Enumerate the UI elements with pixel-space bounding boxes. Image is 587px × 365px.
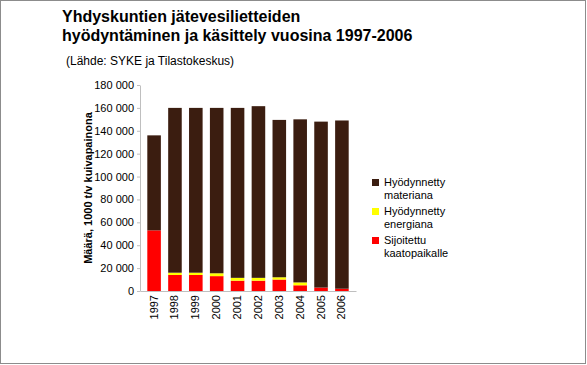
bar-segment [168, 273, 182, 275]
bar-segment [231, 281, 245, 291]
y-tick-mark [137, 291, 140, 292]
y-tick: 20 000 [100, 262, 140, 274]
bar-segment [293, 282, 307, 285]
bar-segment [231, 278, 245, 281]
bar-segment [168, 275, 182, 291]
bar-segment [252, 281, 266, 291]
bar-segment [293, 285, 307, 291]
bar-segment [210, 108, 224, 273]
y-tick-label: 140 000 [94, 125, 134, 137]
y-tick-label: 80 000 [100, 193, 134, 205]
x-tick: 2003 [273, 291, 285, 319]
legend-item: Hyödynnettymateriana [372, 176, 446, 201]
legend-label: Hyödynnettyenergiana [384, 205, 446, 230]
y-tick: 140 000 [94, 125, 140, 137]
bars [147, 106, 348, 291]
y-tick-mark [137, 199, 140, 200]
y-axis-line [140, 86, 141, 292]
y-axis-title: Määrä, 1000 t/v kuivapainona [82, 111, 94, 264]
y-tick: 100 000 [94, 171, 140, 183]
legend-label: Sijoitettukaatopaikalle [384, 234, 448, 259]
x-tick: 2000 [210, 291, 222, 319]
y-tick: 120 000 [94, 148, 140, 160]
x-tick: 2004 [294, 291, 306, 319]
y-tick-mark [137, 154, 140, 155]
series [147, 106, 348, 289]
x-tick-label: 1997 [148, 295, 160, 319]
bar-segment [231, 108, 245, 278]
legend: Hyödynnettymateriana Hyödynnettyenergiana… [372, 176, 448, 259]
y-tick-label: 160 000 [94, 102, 134, 114]
x-tick: 2001 [231, 291, 243, 319]
y-tick: 40 000 [100, 239, 140, 251]
bar-segment [189, 108, 203, 273]
legend-item: Hyödynnettyenergiana [372, 205, 446, 230]
x-tick-label: 2000 [210, 295, 222, 319]
y-tick-label: 60 000 [100, 216, 134, 228]
y-tick-label: 20 000 [100, 262, 134, 274]
y-tick-mark [137, 245, 140, 246]
y-tick-label: 100 000 [94, 171, 134, 183]
x-tick-label: 2006 [335, 295, 347, 319]
bar-segment [147, 230, 161, 291]
bar-segment [252, 278, 266, 281]
legend-swatch [372, 179, 379, 186]
bar-segment [210, 273, 224, 276]
title: Yhdyskuntien jätevesilietteidenhyödyntäm… [62, 8, 412, 44]
x-tick-label: 2001 [231, 295, 243, 319]
bar-segment [335, 120, 349, 288]
y-tick: 80 000 [100, 193, 140, 205]
x-tick: 1999 [189, 291, 201, 319]
legend-swatch [372, 208, 379, 215]
y-tick-label: 180 000 [94, 79, 134, 91]
x-tick-label: 2005 [315, 295, 327, 319]
y-tick-mark [137, 222, 140, 223]
y-tick-label: 40 000 [100, 239, 134, 251]
bar-segment [189, 273, 203, 275]
y-tick: 160 000 [94, 102, 140, 114]
bar-segment [252, 106, 266, 278]
bar-segment [314, 288, 328, 291]
x-axis: 1997 1998 1999 2000 2001 2002 2003 2004 2005 2006 [141, 291, 357, 319]
bar-segment [168, 108, 182, 273]
bar-segment [314, 122, 328, 288]
x-tick-label: 2003 [273, 295, 285, 319]
x-axis-line [141, 291, 357, 292]
y-tick: 60 000 [100, 216, 140, 228]
legend-swatch [372, 237, 379, 244]
bar-segment [147, 135, 161, 230]
x-tick-label: 2002 [252, 295, 264, 319]
y-tick-label: 120 000 [94, 148, 134, 160]
y-tick-mark [137, 268, 140, 269]
bar-segment [189, 275, 203, 291]
legend-item: Sijoitettukaatopaikalle [372, 234, 448, 259]
y-tick: 180 000 [94, 79, 140, 91]
x-tick-label: 1999 [189, 295, 201, 319]
y-tick-mark [137, 85, 140, 86]
subtitle: (Lähde: SYKE ja Tilastokeskus) [66, 54, 234, 68]
bar-segment [273, 280, 287, 291]
x-tick: 1998 [168, 291, 180, 319]
chart-frame [1, 1, 586, 364]
y-tick: 0 [128, 285, 140, 297]
bar-segment [293, 119, 307, 282]
y-tick-mark [137, 108, 140, 109]
y-axis: 0 20 000 40 000 60 000 80 000 100 000 120 000 1… [94, 79, 140, 297]
y-tick-mark [137, 131, 140, 132]
legend-label: Hyödynnettymateriana [384, 176, 446, 201]
y-tick-label: 0 [128, 285, 134, 297]
chart: Yhdyskuntien jätevesilietteidenhyödyntäm… [0, 0, 587, 365]
x-tick: 2002 [252, 291, 264, 319]
bar-segment [210, 276, 224, 291]
x-tick: 1997 [148, 291, 160, 319]
x-tick-label: 2004 [294, 295, 306, 319]
bar-segment [273, 120, 287, 277]
y-tick-mark [137, 177, 140, 178]
bar-segment [273, 277, 287, 279]
x-tick: 2005 [315, 291, 327, 319]
bar-segment [335, 289, 349, 291]
x-tick: 2006 [335, 291, 347, 319]
x-tick-label: 1998 [168, 295, 180, 319]
